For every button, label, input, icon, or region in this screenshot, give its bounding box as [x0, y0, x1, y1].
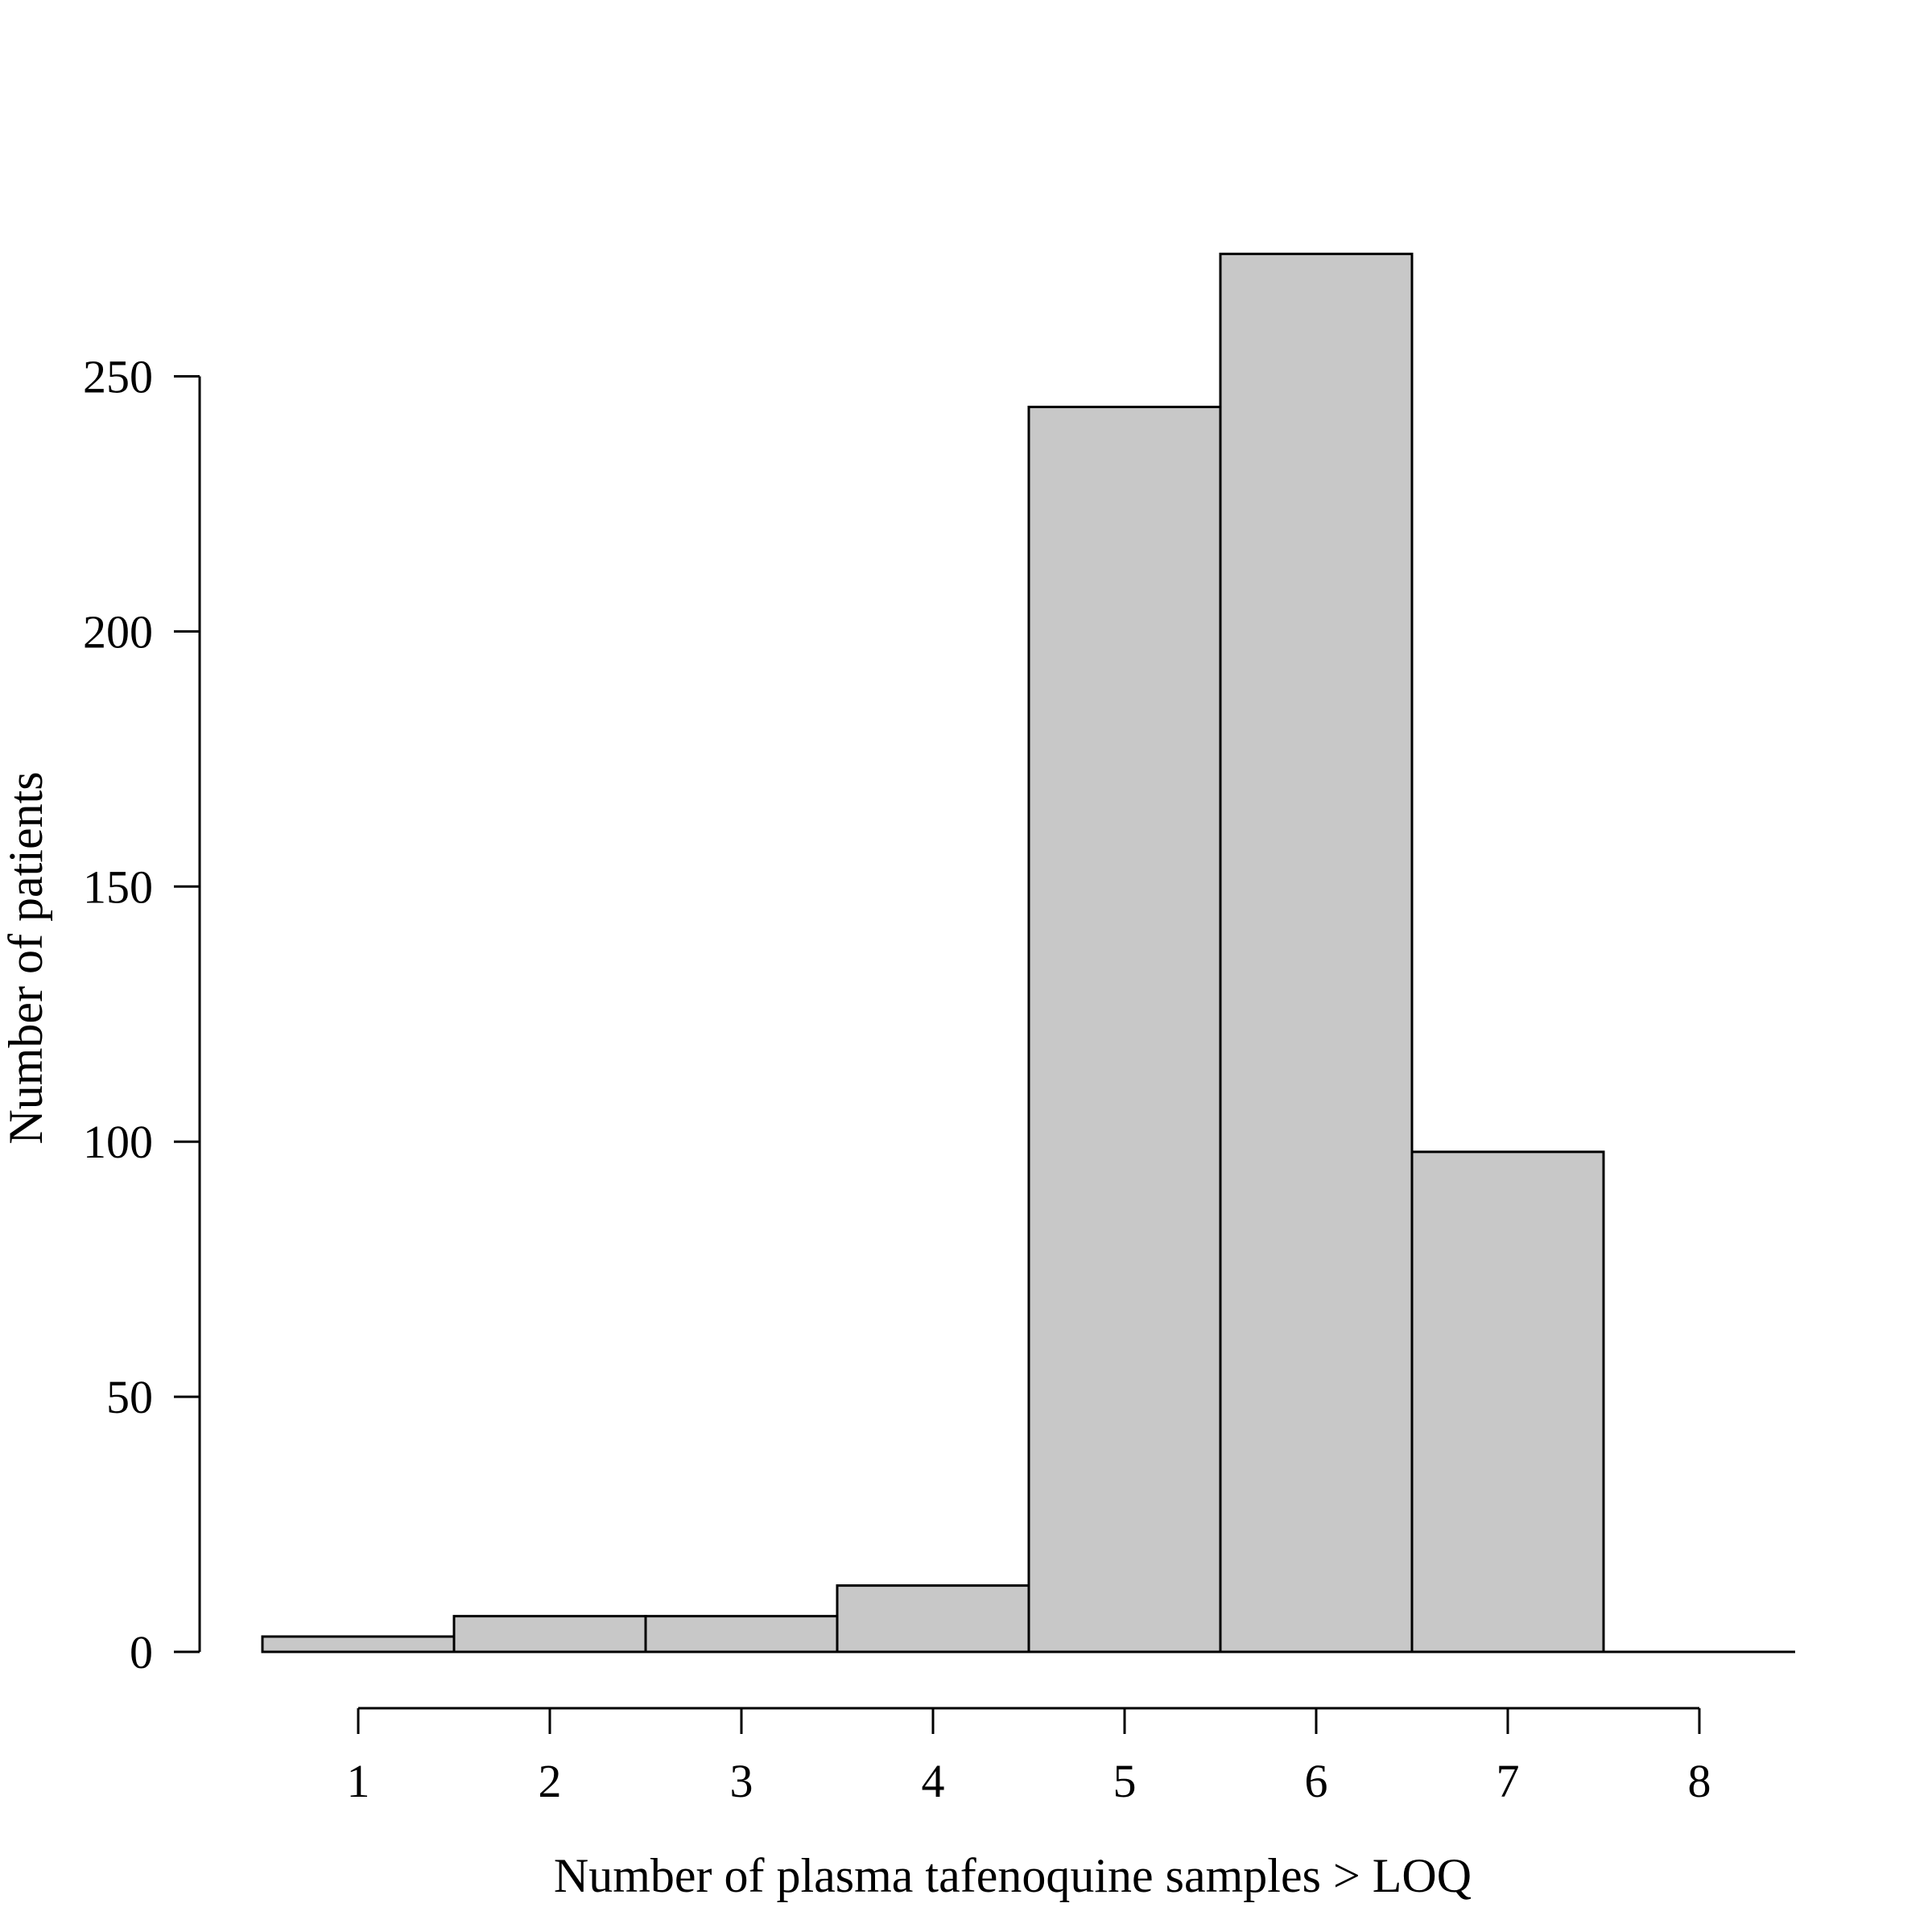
histogram-bar-1 [261, 1635, 456, 1653]
histogram-bar-5 [1027, 406, 1222, 1653]
histogram-bar-6 [1219, 252, 1414, 1653]
y-tick-label: 50 [106, 1371, 153, 1423]
x-tick-label: 7 [1496, 1755, 1520, 1807]
histogram-bar-2 [452, 1615, 647, 1653]
bars-group [261, 252, 1605, 1653]
y-tick-label: 0 [130, 1626, 153, 1678]
histogram-bar-4 [836, 1584, 1030, 1653]
y-tick-label: 100 [83, 1116, 153, 1168]
x-tick-label: 2 [539, 1755, 562, 1807]
x-axis: 1 2 3 4 5 6 7 8 [347, 1707, 1711, 1807]
y-tick-label: 150 [83, 861, 153, 913]
y-tick-label: 250 [83, 351, 153, 403]
y-axis: 0 50 100 150 200 250 [83, 351, 201, 1678]
histogram-bar-7 [1410, 1150, 1605, 1653]
x-tick-label: 3 [730, 1755, 753, 1807]
x-tick-label: 8 [1688, 1755, 1711, 1807]
x-tick-label: 5 [1113, 1755, 1137, 1807]
x-tick-label: 1 [347, 1755, 370, 1807]
x-tick-label: 6 [1305, 1755, 1328, 1807]
x-axis-title: Number of plasma tafenoquine samples > L… [554, 1849, 1472, 1902]
y-tick-label: 200 [83, 605, 153, 658]
y-axis-title: Number of patients [0, 771, 52, 1144]
histogram-bar-3 [644, 1615, 839, 1653]
x-tick-label: 4 [922, 1755, 945, 1807]
